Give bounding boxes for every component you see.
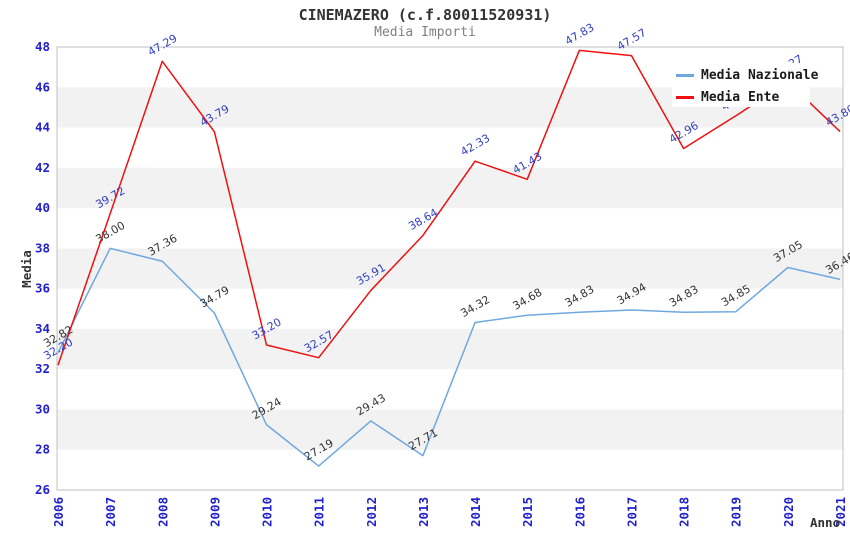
y-axis-title: Media — [19, 250, 34, 288]
y-tick-label: 26 — [35, 482, 50, 497]
x-tick-label: 2011 — [312, 497, 327, 527]
x-tick-label: 2015 — [520, 497, 535, 527]
x-tick-label: 2013 — [416, 497, 431, 527]
x-tick-label: 2019 — [729, 497, 744, 527]
y-tick-label: 46 — [35, 79, 50, 94]
grid-band — [57, 328, 843, 370]
x-tick-label: 2007 — [103, 497, 118, 527]
legend: Media Nazionale Media Ente — [672, 63, 818, 107]
y-tick-label: 48 — [35, 39, 50, 54]
data-label-media-nazionale: 34.68 — [511, 286, 545, 313]
x-tick-label: 2016 — [572, 497, 587, 527]
grid-band — [57, 167, 843, 209]
x-tick-label: 2012 — [364, 497, 379, 527]
y-tick-label: 34 — [35, 321, 50, 336]
chart-title: CINEMAZERO (c.f.80011520931) — [298, 6, 552, 24]
x-tick-label: 2020 — [781, 497, 796, 527]
y-tick-label: 30 — [35, 401, 50, 416]
x-tick-label: 2009 — [207, 497, 222, 527]
x-tick-label: 2010 — [260, 497, 275, 527]
legend-swatch-media-nazionale — [676, 73, 694, 77]
legend-label-media-nazionale: Media Nazionale — [701, 67, 819, 83]
plot-border — [56, 46, 844, 491]
x-axis-title: Anno — [810, 515, 840, 530]
series-line-media-nazionale — [57, 247, 841, 467]
y-tick-label: 42 — [35, 160, 50, 175]
data-label-media-ente: 47.29 — [146, 32, 180, 59]
x-tick-label: 2018 — [677, 497, 692, 527]
x-tick-label: 2021 — [833, 497, 848, 527]
legend-swatch-media-ente — [676, 95, 694, 99]
legend-label-media-ente: Media Ente — [701, 89, 780, 105]
y-tick-label: 32 — [35, 361, 50, 376]
data-label-media-ente: 47.57 — [615, 26, 649, 53]
data-label-media-nazionale: 34.32 — [458, 293, 492, 320]
data-label-media-ente: 38.64 — [406, 206, 440, 233]
data-label-media-ente: 42.33 — [458, 132, 492, 159]
y-tick-label: 40 — [35, 200, 50, 215]
legend-item-media-nazionale: Media Nazionale — [672, 65, 818, 85]
y-tick-label: 36 — [35, 281, 50, 296]
legend-item-media-ente: Media Ente — [672, 87, 810, 107]
x-tick-label: 2008 — [155, 497, 170, 527]
chart-subtitle: Media Importi — [374, 25, 476, 40]
data-label-media-ente: 47.83 — [563, 21, 597, 48]
grid-band — [57, 409, 843, 450]
y-tick-label: 44 — [35, 120, 50, 135]
x-tick-label: 2017 — [624, 497, 639, 527]
x-tick-label: 2014 — [468, 497, 483, 527]
y-tick-label: 28 — [35, 442, 50, 457]
data-label-media-nazionale: 38.00 — [93, 219, 127, 246]
grid-band — [57, 248, 843, 289]
x-tick-label: 2006 — [51, 497, 66, 527]
y-tick-label: 38 — [35, 240, 50, 255]
series-line-media-ente — [57, 49, 841, 366]
